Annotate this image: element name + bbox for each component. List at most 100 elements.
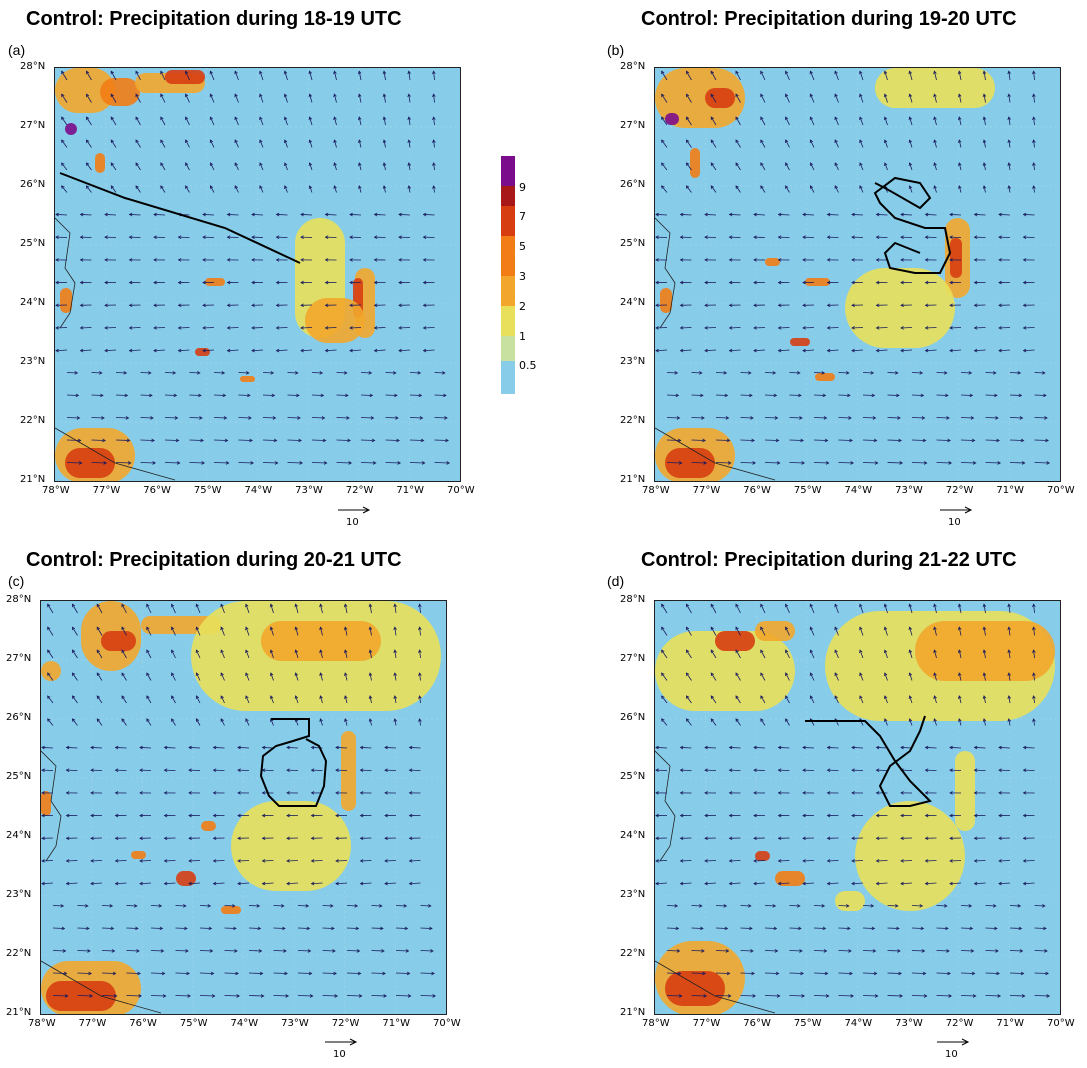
precipitation-area xyxy=(855,801,965,911)
wind-arrow xyxy=(322,995,338,997)
wind-arrowhead xyxy=(908,93,912,98)
wind-arrow xyxy=(394,718,397,726)
wind-arrowhead xyxy=(408,768,413,773)
wind-arrowhead xyxy=(943,904,948,908)
wind-arrow xyxy=(691,995,707,997)
wind-arrowhead xyxy=(368,695,373,699)
coastline xyxy=(55,217,176,481)
wind-arrowhead xyxy=(900,212,904,217)
wind-arrowhead xyxy=(826,745,831,750)
wind-arrowhead xyxy=(306,926,311,931)
wind-arrowhead xyxy=(300,235,304,240)
wind-arrow xyxy=(1023,747,1035,749)
wind-arrow xyxy=(408,117,411,126)
wind-arrowhead xyxy=(200,438,204,443)
wind-arrowhead xyxy=(972,461,977,465)
wind-arrowhead xyxy=(114,745,119,750)
wind-arrowhead xyxy=(63,971,68,976)
wind-arrow xyxy=(171,626,176,636)
wind-arrow xyxy=(838,417,852,419)
wind-arrow xyxy=(710,162,717,171)
wind-arrowhead xyxy=(735,672,739,677)
wind-arrowhead xyxy=(908,695,913,700)
colorbar-label: 7 xyxy=(519,210,526,223)
wind-arrowhead xyxy=(382,185,387,189)
wind-arrow xyxy=(735,185,741,193)
wind-arrow xyxy=(140,372,151,374)
precipitation-area xyxy=(845,268,955,348)
wind-arrowhead xyxy=(872,416,877,420)
wind-arrowhead xyxy=(210,971,215,976)
wind-arrowhead xyxy=(799,949,803,953)
wind-arrow xyxy=(322,905,333,907)
wind-arrow xyxy=(785,162,790,171)
wind-arrow xyxy=(164,860,176,862)
wind-arrowhead xyxy=(65,881,70,886)
wind-arrow xyxy=(270,672,274,681)
wind-arrow xyxy=(196,649,201,659)
wind-arrowhead xyxy=(408,791,413,795)
wind-arrowhead xyxy=(1044,416,1048,420)
wind-arrow xyxy=(887,950,901,952)
wind-arrowhead xyxy=(1022,881,1027,886)
wind-arrow xyxy=(715,905,727,907)
wind-arrow xyxy=(925,349,937,352)
wind-arrow xyxy=(740,995,756,997)
wind-arrowhead xyxy=(139,859,143,863)
wind-arrow xyxy=(262,417,276,419)
wind-arrow xyxy=(77,927,89,929)
wind-arrow xyxy=(958,718,962,726)
lat-tick-label: 28°N xyxy=(620,594,646,605)
wind-arrowhead xyxy=(773,393,778,398)
wind-arrow xyxy=(175,927,187,929)
wind-arrow xyxy=(655,327,668,329)
wind-arrow xyxy=(55,214,68,216)
wind-arrow xyxy=(286,882,299,885)
wind-arrowhead xyxy=(982,185,987,189)
wind-arrowhead xyxy=(422,212,427,217)
wind-arrowhead xyxy=(196,371,201,375)
wind-arrowhead xyxy=(202,280,206,285)
wind-arrowhead xyxy=(826,280,831,285)
wind-arrow xyxy=(960,950,974,952)
wind-arrow xyxy=(146,626,152,636)
wind-arrowhead xyxy=(826,235,831,240)
wind-arrowhead xyxy=(785,626,789,631)
wind-arrow xyxy=(851,747,864,749)
wind-arrowhead xyxy=(655,258,659,262)
wind-arrow xyxy=(1033,650,1035,659)
wind-arrowhead xyxy=(760,672,764,677)
wind-arrow xyxy=(91,417,105,419)
wind-arrow xyxy=(135,139,141,148)
wind-arrow xyxy=(909,94,913,103)
wind-arrowhead xyxy=(98,371,103,375)
wind-arrow xyxy=(827,882,839,885)
wind-arrowhead xyxy=(55,326,59,330)
colorbar-segment xyxy=(501,276,515,306)
storm-track xyxy=(805,715,932,807)
wind-arrow xyxy=(789,927,801,929)
wind-arrowhead xyxy=(973,326,978,330)
wind-arrowhead xyxy=(883,93,888,98)
wind-arrow xyxy=(911,372,923,374)
wind-arrowhead xyxy=(655,791,659,795)
wind-arrowhead xyxy=(982,70,987,75)
wind-arrowhead xyxy=(114,813,119,818)
wind-arrowhead xyxy=(61,70,65,75)
wind-arrowhead xyxy=(418,393,423,398)
wind-arrow xyxy=(998,327,1011,329)
precipitation-area xyxy=(305,298,365,343)
wind-arrow xyxy=(958,94,962,103)
wind-arrowhead xyxy=(343,603,348,608)
wind-arrowhead xyxy=(359,836,364,841)
map-svg-c xyxy=(41,601,446,1014)
wind-arrowhead xyxy=(777,791,782,795)
wind-arrow xyxy=(753,860,766,862)
wind-arrow xyxy=(911,417,925,419)
precipitation-area xyxy=(65,123,77,135)
wind-arrowhead xyxy=(1022,791,1027,795)
wind-arrowhead xyxy=(100,393,104,398)
wind-arrow xyxy=(135,162,141,171)
wind-arrowhead xyxy=(85,116,90,121)
wind-arrowhead xyxy=(899,461,904,465)
